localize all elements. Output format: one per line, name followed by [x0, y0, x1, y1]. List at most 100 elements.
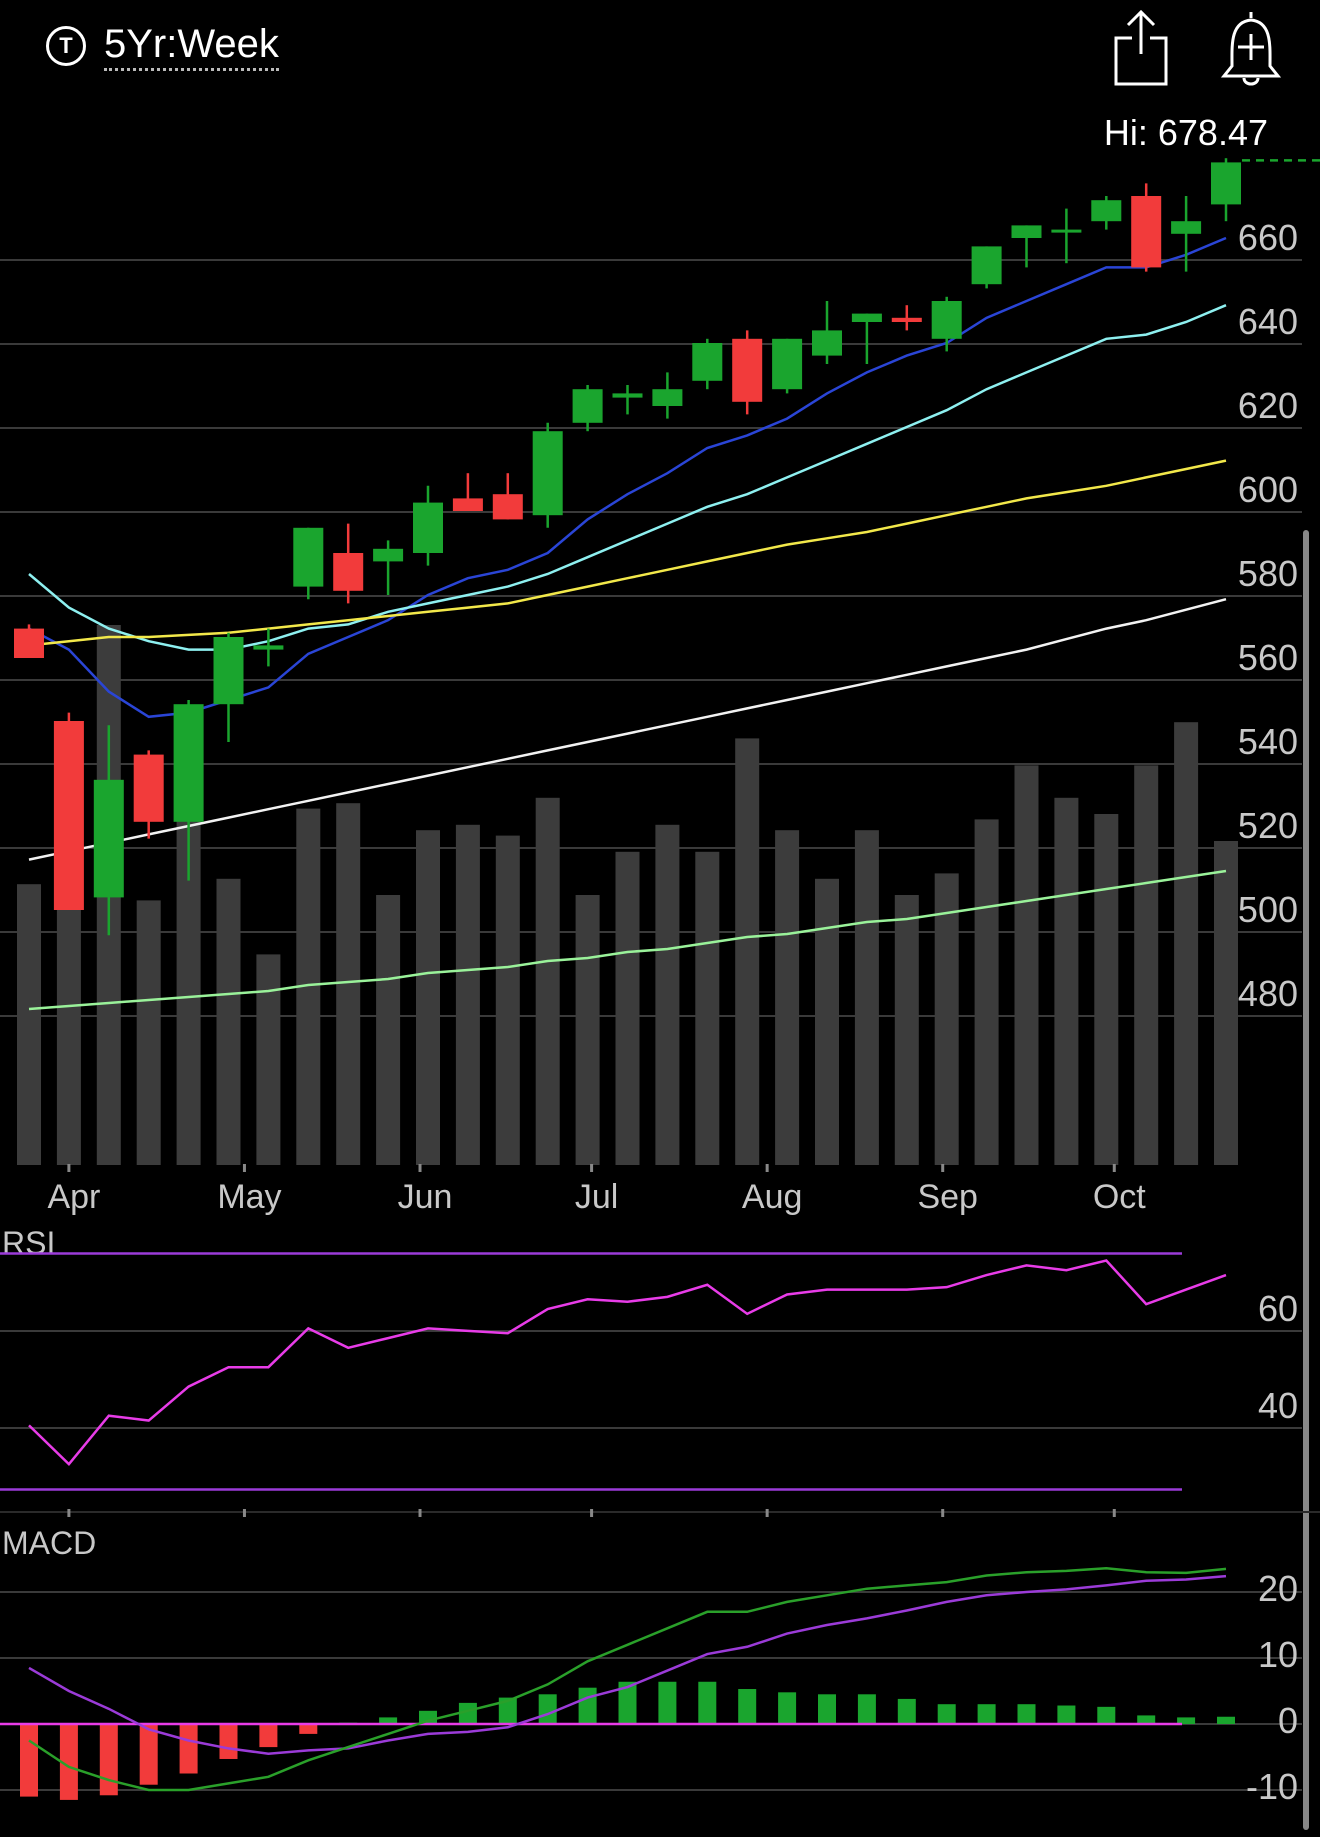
month-label: Oct [1093, 1178, 1146, 1216]
candle-up [772, 338, 803, 390]
volume-bar [455, 824, 480, 1165]
candle-down [891, 317, 922, 322]
volume-bar [336, 803, 361, 1165]
price-tick-label: 560 [1238, 637, 1298, 678]
macd-hist-bar-negative [99, 1724, 118, 1796]
macd-hist-bar-positive [658, 1681, 677, 1724]
macd-hist-bar-negative [59, 1724, 78, 1800]
candle-up [812, 330, 842, 356]
candle-up [851, 313, 882, 322]
price-tick-label: 580 [1238, 553, 1298, 594]
t-circle-icon: T [46, 26, 86, 66]
add-alert-button[interactable] [1218, 6, 1284, 88]
macd-hist-bar-positive [897, 1698, 916, 1724]
price-tick-label: 480 [1238, 973, 1298, 1014]
month-label: Jul [575, 1178, 618, 1216]
high-value-label: Hi: 678.47 [1103, 112, 1268, 153]
volume-bar [775, 830, 800, 1165]
volume-bar [695, 851, 720, 1165]
candle-up [692, 343, 723, 381]
candle-up [253, 645, 284, 650]
rsi-title: RSI [2, 1225, 55, 1261]
volume-bar [815, 878, 839, 1165]
month-label: Apr [47, 1178, 100, 1216]
macd-hist-bar-negative [299, 1724, 318, 1734]
volume-bar [894, 895, 919, 1165]
macd-hist-bar-positive [578, 1687, 597, 1724]
macd-hist-bar-positive [937, 1704, 956, 1724]
macd-hist-bar-positive [1017, 1704, 1036, 1724]
volume-bar [1134, 765, 1159, 1165]
volume-bar [1094, 814, 1119, 1165]
volume-bar [1174, 722, 1199, 1165]
price-tick-label: 600 [1238, 469, 1298, 510]
macd-hist-bar-positive [1137, 1715, 1156, 1724]
rsi-tick-label: 40 [1258, 1385, 1298, 1426]
price-tick-label: 640 [1238, 301, 1298, 342]
volume-bar [575, 895, 600, 1165]
macd-hist-bar-positive [618, 1681, 637, 1724]
macd-tick-label: -10 [1246, 1766, 1298, 1807]
price-ma-line [28, 597, 1227, 861]
candle-down [452, 498, 483, 511]
price-ma-line [28, 304, 1227, 651]
volume-bar [735, 738, 760, 1165]
candle-up [373, 548, 404, 562]
candle-up [532, 431, 563, 516]
month-label: Aug [742, 1178, 803, 1216]
macd-hist-bar-positive [1097, 1706, 1116, 1724]
volume-bar [376, 895, 401, 1165]
candle-up [572, 389, 603, 423]
macd-tick-label: 0 [1278, 1700, 1298, 1741]
share-button[interactable] [1110, 8, 1172, 88]
macd-hist-bar-positive [1057, 1705, 1076, 1724]
timeframe-selector[interactable]: T 5Yr:Week [46, 22, 279, 71]
month-label: Jun [398, 1178, 453, 1216]
chart-header: T 5Yr:Week Hi: 678.47 [0, 0, 1320, 153]
volume-bar [416, 830, 440, 1165]
macd-hist-bar-negative [20, 1724, 38, 1797]
candle-down [492, 494, 523, 520]
price-tick-label: 500 [1238, 889, 1298, 930]
price-tick-label: 540 [1238, 721, 1298, 762]
candle-up [1171, 221, 1202, 234]
macd-tick-label: 20 [1258, 1568, 1298, 1609]
macd-hist-bar-positive [538, 1694, 557, 1724]
timeframe-label: 5Yr:Week [104, 22, 279, 71]
volume-bar [17, 884, 41, 1165]
price-tick-label: 520 [1238, 805, 1298, 846]
macd-hist-bar-positive [857, 1694, 876, 1724]
candle-up [612, 393, 643, 398]
macd-hist-bar-negative [179, 1724, 198, 1774]
candle-down [14, 628, 44, 658]
candle-up [971, 246, 1002, 285]
candle-up [1091, 200, 1122, 222]
candle-up [213, 637, 244, 705]
macd-tick-label: 10 [1258, 1634, 1298, 1675]
macd-hist-bar-positive [379, 1717, 398, 1724]
volume-bar [535, 797, 560, 1165]
price-tick-label: 620 [1238, 385, 1298, 426]
volume-bar [216, 878, 241, 1165]
candle-up [931, 301, 962, 339]
month-label: May [217, 1178, 281, 1216]
volume-bar [1054, 797, 1079, 1165]
macd-hist-bar-negative [219, 1724, 238, 1759]
share-icon [1114, 9, 1168, 86]
chart-scrollbar [1303, 530, 1309, 1830]
rsi-line [28, 1259, 1227, 1467]
volume-bar [136, 900, 161, 1165]
rsi-tick-label: 60 [1258, 1288, 1298, 1329]
candle-up [173, 704, 204, 822]
candle-up [1211, 162, 1241, 205]
macd-hist-bar-negative [259, 1724, 278, 1748]
macd-hist-bar-positive [1177, 1717, 1196, 1724]
volume-bar [495, 835, 520, 1165]
volume-bar [854, 830, 879, 1165]
volume-bar [1014, 765, 1039, 1165]
candle-up [652, 389, 683, 406]
volume-bar [974, 819, 999, 1165]
macd-title: MACD [2, 1525, 96, 1561]
macd-hist-bar-positive [738, 1689, 757, 1724]
candle-up [93, 779, 124, 898]
